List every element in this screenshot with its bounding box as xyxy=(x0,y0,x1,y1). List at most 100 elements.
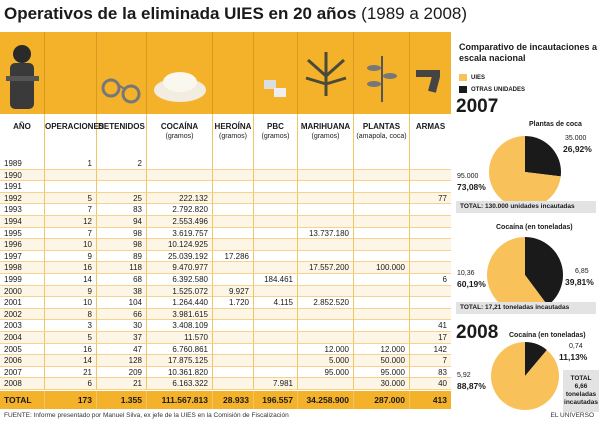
cell-detenidos: 30 xyxy=(97,320,147,332)
source-note: FUENTE: Informe presentado por Manuel Si… xyxy=(4,412,289,419)
header-operaciones-label: OPERACIONES xyxy=(45,122,105,131)
pie2-slice-uies xyxy=(487,237,548,313)
cell-marihuana xyxy=(298,250,354,262)
cell-cocaina xyxy=(147,181,213,193)
cell-armas: 83 xyxy=(438,367,447,377)
table-row: 1989 1 2 xyxy=(0,158,451,170)
cell-cocaina: 2.792.820 xyxy=(147,204,213,216)
cell-cocaina: 3.981.615 xyxy=(147,308,213,320)
cell-pbc xyxy=(254,204,298,216)
cell-pbc: 184.461 xyxy=(254,274,298,285)
cell-plantas: 95.000 xyxy=(354,366,410,378)
cell-operaciones: 1 xyxy=(45,158,97,169)
pie2-uies-pct: 60,19% xyxy=(457,279,486,289)
header-heroina-unit: (gramos) xyxy=(218,133,247,140)
cell-plantas: 100.000 xyxy=(354,262,410,274)
cell-pbc xyxy=(254,343,298,355)
cell-marihuana xyxy=(298,181,354,193)
cell-heroina xyxy=(213,158,254,169)
pie3-total-l3: toneladas xyxy=(565,391,597,398)
table-row: 2003 3 30 3.408.109 41 xyxy=(0,320,451,332)
table-row: 2007 21 209 10.361.820 95.000 95.000 83 xyxy=(0,366,451,379)
table-row: 1995 7 98 3.619.757 13.737.180 xyxy=(0,227,451,240)
header-marihuana: MARIHUANA (gramos) xyxy=(298,114,354,158)
header-heroina-label: HEROÍNA xyxy=(214,122,252,131)
cell-year: 1997 xyxy=(0,250,45,262)
pie3-total-l4: incautadas xyxy=(564,399,598,406)
cell-year: 1995 xyxy=(0,227,45,239)
pie1-uies-pct: 73,08% xyxy=(457,182,486,192)
cell-armas xyxy=(410,158,451,169)
cell-detenidos: 2 xyxy=(97,158,147,169)
cell-plantas xyxy=(354,250,410,262)
cell-operaciones: 21 xyxy=(45,366,97,378)
cell-armas: 142 xyxy=(433,344,447,354)
cell-cocaina: 6.163.322 xyxy=(147,378,213,390)
cell-marihuana xyxy=(298,285,354,297)
cell-operaciones: 14 xyxy=(45,355,97,367)
cell-marihuana xyxy=(298,332,354,343)
cell-operaciones: 3 xyxy=(45,320,97,332)
heroin-empty-cell xyxy=(213,32,254,114)
cell-detenidos: 128 xyxy=(97,355,147,367)
pie3-total-box: TOTAL 6,66 toneladas incautadas xyxy=(563,370,599,412)
table-row: 1990 xyxy=(0,169,451,182)
cell-heroina xyxy=(213,262,254,274)
header-year-label: AÑO xyxy=(13,122,31,131)
pie2-total: TOTAL: 17,21 toneladas incautadas xyxy=(456,302,596,314)
cell-operaciones: 16 xyxy=(45,262,97,274)
cell-year: 2000 xyxy=(0,285,45,297)
cell-plantas xyxy=(354,216,410,227)
cell-detenidos xyxy=(97,181,147,193)
cell-armas xyxy=(410,170,451,181)
pie2-uies-value: 10,36 xyxy=(457,270,475,277)
cell-cocaina: 9.470.977 xyxy=(147,262,213,274)
pie1-chart xyxy=(489,136,561,208)
pie2-chart xyxy=(487,237,563,313)
header-pbc: PBC (gramos) xyxy=(254,114,298,158)
cell-operaciones: 14 xyxy=(45,274,97,285)
cell-plantas xyxy=(354,274,410,285)
cell-plantas xyxy=(354,332,410,343)
table-row: 1992 5 25 222.132 77 xyxy=(0,192,451,205)
header-armas-label: ARMAS xyxy=(415,122,446,131)
cell-operaciones: 9 xyxy=(45,285,97,297)
cell-year: 2003 xyxy=(0,320,45,332)
cell-operaciones: 7 xyxy=(45,227,97,239)
header-cocaina-label: COCAÍNA xyxy=(160,122,199,131)
pie2-otras-value: 6,85 xyxy=(575,268,589,275)
table-row: 1996 10 98 10.124.925 xyxy=(0,239,451,251)
pie2-otras-pct: 39,81% xyxy=(565,277,594,287)
cell-year: 2007 xyxy=(0,366,45,378)
header-year: AÑO xyxy=(0,114,45,158)
title-range: (1989 a 2008) xyxy=(361,4,468,23)
cell-pbc xyxy=(254,192,298,204)
cell-operaciones: 8 xyxy=(45,308,97,320)
table-row: 2001 10 104 1.264.440 1.720 4.115 2.852.520 xyxy=(0,297,451,309)
header-plantas: PLANTAS (amapola, coca) xyxy=(354,114,410,158)
cell-plantas xyxy=(354,297,410,309)
cell-year: 1996 xyxy=(0,239,45,251)
comparison-panel: Comparativo de incautaciones a escala na… xyxy=(451,32,600,412)
table-row: 1998 16 118 9.470.977 17.557.200 100.000 xyxy=(0,262,451,274)
table-row: 1991 xyxy=(0,181,451,193)
cell-pbc xyxy=(254,181,298,193)
cell-cocaina: 6.760.861 xyxy=(147,343,213,355)
cell-cocaina: 11.570 xyxy=(147,332,213,343)
cell-heroina xyxy=(213,181,254,193)
cell-marihuana xyxy=(298,308,354,320)
cell-armas: 77 xyxy=(438,193,447,203)
cell-detenidos: 66 xyxy=(97,308,147,320)
table-header: AÑO OPERACIONES DETENIDOS COCAÍNA (gramos) HE… xyxy=(0,114,451,158)
header-marihuana-unit: (gramos) xyxy=(311,133,340,140)
cell-armas xyxy=(410,297,451,308)
cell-operaciones: 7 xyxy=(45,204,97,216)
cell-operaciones: 5 xyxy=(45,332,97,343)
panel-title: Comparativo de incautaciones a escala na… xyxy=(459,42,598,63)
operations-table: AÑO OPERACIONES DETENIDOS COCAÍNA (gramos) HE… xyxy=(0,32,451,409)
header-plantas-unit: (amapola, coca) xyxy=(356,133,407,140)
total-pbc: 196.557 xyxy=(254,391,298,409)
cell-cocaina: 25.039.192 xyxy=(147,250,213,262)
cell-armas xyxy=(410,262,451,273)
pie3-slice-otras xyxy=(525,342,547,376)
